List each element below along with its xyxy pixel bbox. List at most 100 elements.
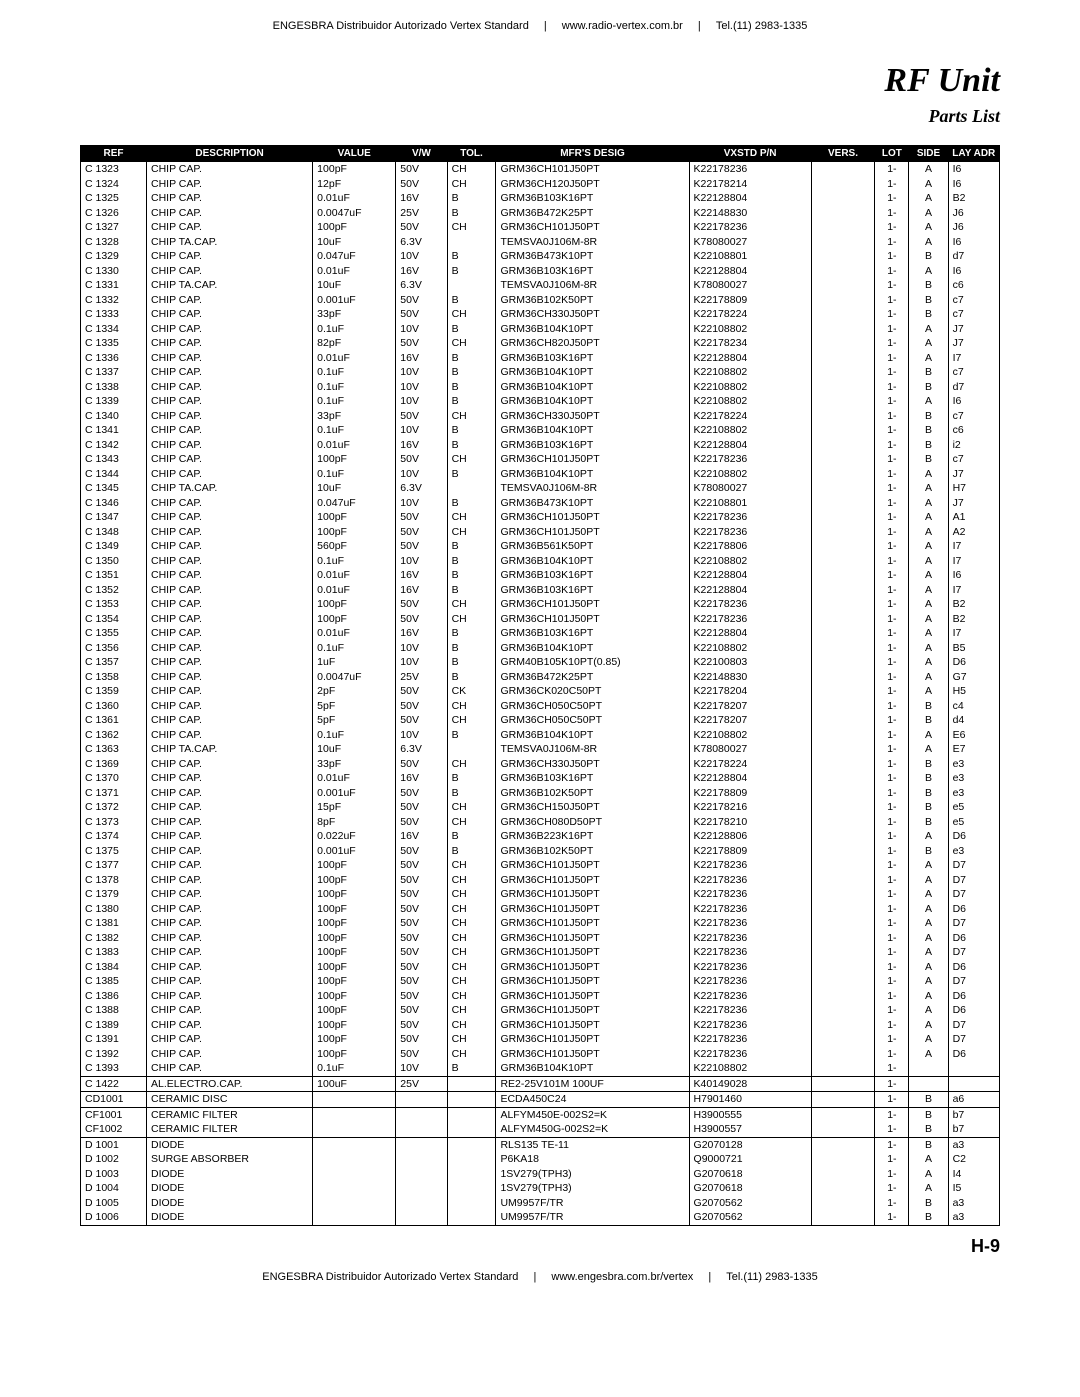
cell-mfrs: GRM36B103K16PT [496, 264, 689, 279]
cell-vw [396, 1092, 447, 1108]
cell-side: A [909, 191, 948, 206]
cell-tol: CH [447, 800, 496, 815]
cell-vw: 10V [396, 467, 447, 482]
cell-pn: K22128804 [689, 583, 811, 598]
cell-desc: CHIP CAP. [146, 1032, 312, 1047]
cell-lay: I7 [948, 583, 999, 598]
cell-vers [811, 771, 875, 786]
cell-value: 100pF [313, 612, 396, 627]
cell-side: A [909, 916, 948, 931]
cell-desc: CHIP CAP. [146, 771, 312, 786]
cell-lay: D6 [948, 829, 999, 844]
cell-mfrs: GRM36B102K50PT [496, 293, 689, 308]
table-row: C 1332CHIP CAP.0.001uF50VBGRM36B102K50PT… [81, 293, 1000, 308]
cell-value: 10uF [313, 481, 396, 496]
cell-pn: G2070562 [689, 1196, 811, 1211]
cell-ref: C 1342 [81, 438, 147, 453]
cell-mfrs: GRM36CH101J50PT [496, 974, 689, 989]
cell-side: B [909, 1210, 948, 1225]
cell-vw: 50V [396, 539, 447, 554]
cell-side: B [909, 452, 948, 467]
cell-tol: B [447, 467, 496, 482]
cell-lot: 1- [875, 670, 909, 685]
cell-value: 0.01uF [313, 191, 396, 206]
cell-vers [811, 293, 875, 308]
cell-vw: 10V [396, 554, 447, 569]
cell-lay [948, 1076, 999, 1092]
cell-mfrs: 1SV279(TPH3) [496, 1167, 689, 1182]
cell-desc: CHIP CAP. [146, 322, 312, 337]
cell-desc: CHIP CAP. [146, 177, 312, 192]
cell-mfrs: GRM36CH101J50PT [496, 597, 689, 612]
cell-pn: K22178236 [689, 162, 811, 177]
cell-vw: 50V [396, 336, 447, 351]
table-row: C 1382CHIP CAP.100pF50VCHGRM36CH101J50PT… [81, 931, 1000, 946]
cell-vers [811, 235, 875, 250]
cell-lay: d7 [948, 380, 999, 395]
cell-pn: K40149028 [689, 1076, 811, 1092]
cell-desc: CERAMIC DISC [146, 1092, 312, 1108]
cell-desc: DIODE [146, 1167, 312, 1182]
cell-side: B [909, 307, 948, 322]
cell-tol: B [447, 1061, 496, 1076]
cell-pn: K22108802 [689, 394, 811, 409]
cell-ref: D 1003 [81, 1167, 147, 1182]
cell-lay: c7 [948, 365, 999, 380]
cell-desc: CHIP CAP. [146, 438, 312, 453]
cell-value: 0.01uF [313, 438, 396, 453]
cell-value: 100pF [313, 887, 396, 902]
cell-desc: CHIP CAP. [146, 568, 312, 583]
cell-lay: I7 [948, 351, 999, 366]
page-number: H-9 [80, 1236, 1000, 1257]
table-row: C 1358CHIP CAP.0.0047uF25VBGRM36B472K25P… [81, 670, 1000, 685]
cell-ref: C 1380 [81, 902, 147, 917]
cell-lot: 1- [875, 945, 909, 960]
cell-pn: K22108802 [689, 322, 811, 337]
cell-lay: I6 [948, 568, 999, 583]
cell-lay: e3 [948, 786, 999, 801]
cell-lay: D7 [948, 916, 999, 931]
table-row: C 1330CHIP CAP.0.01uF16VBGRM36B103K16PTK… [81, 264, 1000, 279]
cell-side: A [909, 873, 948, 888]
cell-side: A [909, 989, 948, 1004]
cell-vers [811, 1152, 875, 1167]
cell-mfrs: 1SV279(TPH3) [496, 1181, 689, 1196]
cell-desc: CHIP CAP. [146, 858, 312, 873]
cell-side: B [909, 1196, 948, 1211]
cell-desc: CHIP CAP. [146, 351, 312, 366]
cell-lot: 1- [875, 1210, 909, 1225]
cell-tol: B [447, 293, 496, 308]
cell-side: B [909, 1137, 948, 1152]
cell-lay: D6 [948, 1047, 999, 1062]
cell-mfrs: GRM40B105K10PT(0.85) [496, 655, 689, 670]
cell-vw: 50V [396, 293, 447, 308]
cell-value: 12pF [313, 177, 396, 192]
cell-vw: 50V [396, 713, 447, 728]
cell-pn: K22108802 [689, 423, 811, 438]
cell-lot: 1- [875, 597, 909, 612]
table-row: C 1331CHIP TA.CAP.10uF6.3VTEMSVA0J106M-8… [81, 278, 1000, 293]
cell-lot: 1- [875, 800, 909, 815]
cell-lot: 1- [875, 1196, 909, 1211]
cell-side: A [909, 945, 948, 960]
cell-value: 100pF [313, 1018, 396, 1033]
table-row: C 1374CHIP CAP.0.022uF16VBGRM36B223K16PT… [81, 829, 1000, 844]
cell-tol: B [447, 206, 496, 221]
cell-vers [811, 1076, 875, 1092]
cell-tol: B [447, 728, 496, 743]
cell-tol [447, 235, 496, 250]
cell-value: 100pF [313, 162, 396, 177]
cell-lay: J7 [948, 467, 999, 482]
cell-pn: K22178806 [689, 539, 811, 554]
cell-value: 82pF [313, 336, 396, 351]
cell-side: B [909, 380, 948, 395]
table-row: C 1373CHIP CAP.8pF50VCHGRM36CH080D50PTK2… [81, 815, 1000, 830]
cell-lot: 1- [875, 1137, 909, 1152]
cell-lay: G7 [948, 670, 999, 685]
table-row: CF1001CERAMIC FILTERALFYM450E-002S2=KH39… [81, 1107, 1000, 1122]
cell-value: 100pF [313, 960, 396, 975]
cell-ref: C 1374 [81, 829, 147, 844]
cell-ref: C 1371 [81, 786, 147, 801]
cell-desc: CHIP CAP. [146, 626, 312, 641]
cell-vw: 50V [396, 757, 447, 772]
